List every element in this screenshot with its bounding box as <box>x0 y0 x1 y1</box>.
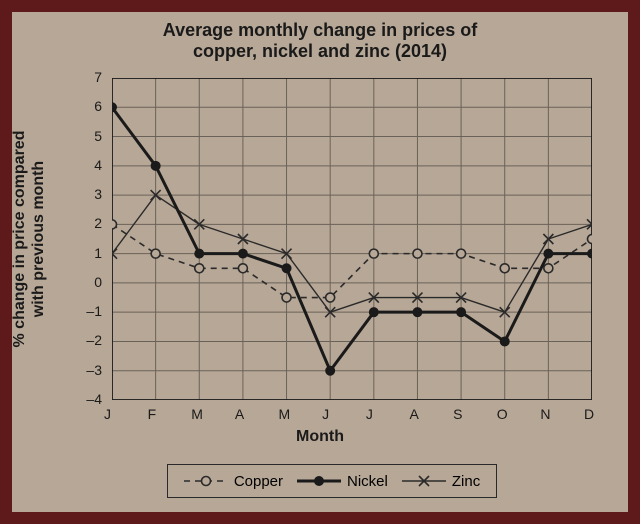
chart-plate: Average monthly change in prices of copp… <box>12 12 628 512</box>
x-tick-label: D <box>584 406 594 422</box>
y-tick-label: 0 <box>94 274 102 290</box>
y-tick-label: 6 <box>94 98 102 114</box>
y-tick-label: 3 <box>94 186 102 202</box>
y-tick-label: 7 <box>94 69 102 85</box>
x-tick-label: O <box>497 406 508 422</box>
chart-title: Average monthly change in prices of copp… <box>12 20 628 62</box>
x-tick-label: N <box>540 406 550 422</box>
y-tick-label: 1 <box>94 245 102 261</box>
legend-item-nickel: Nickel <box>297 473 388 490</box>
x-tick-label: J <box>104 406 111 422</box>
y-tick-label: –3 <box>86 362 102 378</box>
y-tick-label: –4 <box>86 391 102 407</box>
y-tick-label: 2 <box>94 215 102 231</box>
legend-label: Nickel <box>347 473 388 490</box>
x-axis-label: Month <box>12 428 628 446</box>
x-tick-label: S <box>453 406 462 422</box>
y-tick-label: 5 <box>94 128 102 144</box>
y-tick-label: –2 <box>86 332 102 348</box>
legend-label: Copper <box>234 473 283 490</box>
plot-area <box>112 78 592 400</box>
x-tick-label: M <box>191 406 203 422</box>
chart-svg <box>112 78 592 400</box>
x-tick-label: A <box>409 406 418 422</box>
legend: Copper Nickel Zinc <box>167 464 497 498</box>
chart-title-line2: copper, nickel and zinc (2014) <box>12 41 628 62</box>
x-tick-label: F <box>148 406 157 422</box>
x-tick-label: A <box>235 406 244 422</box>
y-tick-label: –1 <box>86 303 102 319</box>
chart-title-line1: Average monthly change in prices of <box>12 20 628 41</box>
chart-frame: Average monthly change in prices of copp… <box>0 0 640 524</box>
legend-item-zinc: Zinc <box>402 473 480 490</box>
x-tick-label: M <box>279 406 291 422</box>
legend-item-copper: Copper <box>184 473 283 490</box>
legend-label: Zinc <box>452 473 480 490</box>
x-tick-label: J <box>322 406 329 422</box>
y-tick-label: 4 <box>94 157 102 173</box>
y-axis-label: % change in price compared with previous… <box>10 89 70 389</box>
x-tick-label: J <box>366 406 373 422</box>
